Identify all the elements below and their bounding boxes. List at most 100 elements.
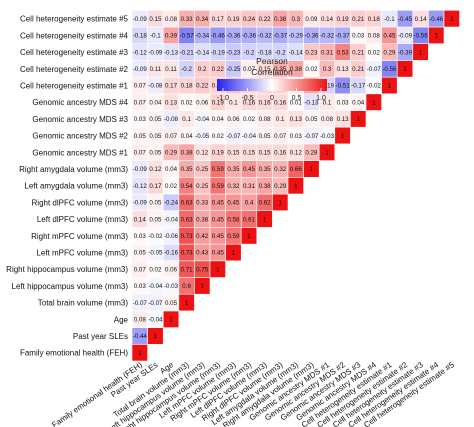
heatmap-cell-value: 0.06 bbox=[165, 266, 178, 273]
heatmap-cell-value: 0.16 bbox=[259, 99, 272, 106]
heatmap-cell-value: -0.32 bbox=[320, 33, 335, 40]
heatmap-cell-value: 0.11 bbox=[165, 66, 177, 73]
heatmap-cell-value: 0.54 bbox=[181, 183, 194, 190]
heatmap-cell-value: 0.45 bbox=[243, 166, 256, 173]
heatmap-cell-value: 0.21 bbox=[352, 16, 365, 23]
heatmap-cell-value: 0.4 bbox=[245, 200, 254, 207]
heatmap-cell-value: 0.6 bbox=[182, 283, 191, 290]
heatmap-cell-value: 1 bbox=[294, 183, 298, 190]
heatmap-cell-value: 0.39 bbox=[165, 33, 178, 40]
heatmap-cell-value: 0.07 bbox=[134, 149, 147, 156]
heatmap-cell-value: 0.59 bbox=[227, 233, 240, 240]
heatmap-cell-value: 0.38 bbox=[290, 66, 303, 73]
heatmap-cell-value: 0.06 bbox=[196, 99, 209, 106]
heatmap-cell-value: 1 bbox=[138, 350, 142, 357]
heatmap-cell-value: 0.32 bbox=[227, 183, 240, 190]
heatmap-cell-value: 0.18 bbox=[368, 16, 381, 23]
heatmap-cell-value: -0.32 bbox=[258, 33, 273, 40]
heatmap-cell-value: -0.02 bbox=[367, 83, 382, 90]
heatmap-cell-value: -0.07 bbox=[148, 300, 163, 307]
heatmap-cell-value: 0.38 bbox=[196, 216, 209, 223]
heatmap-cell-value: 0.1 bbox=[276, 116, 285, 123]
y-axis-label: Right mPFC volume (mm3) bbox=[31, 232, 128, 241]
heatmap-cell-value: 0.15 bbox=[227, 149, 240, 156]
heatmap-cell-value: -0.13 bbox=[304, 99, 319, 106]
heatmap-cell-value: -0.05 bbox=[148, 250, 163, 257]
heatmap-cell-value: 0.25 bbox=[196, 183, 209, 190]
heatmap-cell-value: 1 bbox=[169, 316, 173, 323]
heatmap-cell-value: 0.29 bbox=[165, 149, 178, 156]
heatmap-cell-value: -0.1 bbox=[150, 33, 161, 40]
heatmap-cell-value: 1 bbox=[356, 116, 360, 123]
heatmap-cell-value: -0.07 bbox=[133, 300, 148, 307]
heatmap-cell-value: 0.33 bbox=[196, 200, 209, 207]
y-axis-label: Right dlPFC volume (mm3) bbox=[32, 198, 129, 207]
heatmap-cell-value: 0.19 bbox=[212, 149, 225, 156]
y-axis-label: Cell heterogeneity estimate #3 bbox=[20, 48, 129, 57]
heatmap-cell-value: 0.02 bbox=[181, 99, 194, 106]
heatmap-cell-value: -0.17 bbox=[351, 83, 366, 90]
heatmap-cell-value: 0.13 bbox=[337, 116, 350, 123]
heatmap-cell-value: -0.37 bbox=[336, 33, 351, 40]
heatmap-cell-value: 0.07 bbox=[165, 133, 178, 140]
heatmap-cell-value: 0.35 bbox=[274, 66, 287, 73]
heatmap-cell-value: 1 bbox=[434, 33, 438, 40]
heatmap-cell-value: 0.53 bbox=[337, 49, 350, 56]
heatmap-cell-value: -0.19 bbox=[320, 83, 335, 90]
heatmap-cell-value: 0.13 bbox=[337, 66, 350, 73]
heatmap-cell-value: 0.73 bbox=[181, 233, 194, 240]
heatmap-cell-value: -0.03 bbox=[320, 133, 335, 140]
heatmap-cell-value: 1 bbox=[450, 16, 454, 23]
y-axis-label: Cell heterogeneity estimate #5 bbox=[20, 15, 129, 24]
heatmap-cell-value: 0.19 bbox=[212, 99, 225, 106]
heatmap-cell-value: 0.25 bbox=[196, 166, 209, 173]
heatmap-cell-value: -0.57 bbox=[180, 33, 195, 40]
heatmap-cell-value: 0.3 bbox=[323, 66, 332, 73]
heatmap-cell-value: -0.24 bbox=[164, 200, 179, 207]
heatmap-cell-value: -0.03 bbox=[164, 283, 179, 290]
heatmap-cell-value: 0.13 bbox=[290, 116, 303, 123]
heatmap-cell-value: 0.08 bbox=[134, 316, 147, 323]
heatmap-cell-value: -0.46 bbox=[211, 33, 226, 40]
heatmap-cell-value: 0.07 bbox=[243, 66, 256, 73]
heatmap-cell-value: 0.03 bbox=[290, 133, 303, 140]
heatmap-cell-value: 0.09 bbox=[305, 16, 318, 23]
heatmap-cell-value: -0.04 bbox=[164, 216, 179, 223]
heatmap-cell-value: 0.16 bbox=[274, 99, 287, 106]
heatmap-cell-value: 0.05 bbox=[134, 133, 147, 140]
heatmap-cell-value: 0.21 bbox=[352, 49, 365, 56]
heatmap-cell-value: 0.04 bbox=[181, 133, 194, 140]
heatmap-cell-value: -0.1 bbox=[384, 16, 395, 23]
heatmap-cell-value: 0.17 bbox=[212, 16, 225, 23]
heatmap-cell-value: 0.14 bbox=[321, 16, 334, 23]
heatmap-cell-value: -0.16 bbox=[164, 250, 179, 257]
heatmap-cell-value: 0.71 bbox=[181, 266, 194, 273]
heatmap-cell-value: 0.1 bbox=[182, 116, 191, 123]
heatmap-cell-value: 0.05 bbox=[149, 200, 162, 207]
legend-color-bar bbox=[217, 79, 327, 91]
heatmap-cell-value: 0.35 bbox=[181, 166, 194, 173]
heatmap-cell-value: 0.01 bbox=[290, 99, 303, 106]
color-legend: Pearson Correlation -1.0 -0.5 0 0.5 1.0 bbox=[217, 56, 327, 102]
y-axis-label: Cell heterogeneity estimate #2 bbox=[20, 65, 129, 74]
y-axis-label: Age bbox=[114, 315, 129, 324]
heatmap-cell-value: -0.09 bbox=[133, 66, 148, 73]
heatmap-cell-value: -0.39 bbox=[398, 49, 413, 56]
heatmap-cell-value: 0.32 bbox=[274, 166, 287, 173]
heatmap-cell-value: -0.45 bbox=[398, 16, 413, 23]
heatmap-cell-value: -0.09 bbox=[133, 16, 148, 23]
heatmap-cell-value: -0.09 bbox=[398, 33, 413, 40]
heatmap-cell-value: 0.15 bbox=[259, 66, 272, 73]
heatmap-cell-value: 0.1 bbox=[229, 99, 238, 106]
heatmap-cell bbox=[443, 10, 460, 28]
heatmap-cell-value: 0.63 bbox=[181, 200, 194, 207]
heatmap-cell-value: 0.18 bbox=[181, 83, 194, 90]
heatmap-cell-value: 0.3 bbox=[291, 16, 300, 23]
heatmap-cell-value: -0.36 bbox=[242, 33, 257, 40]
heatmap-cell-value: 0.05 bbox=[134, 250, 147, 257]
heatmap-cell-value: 0.1 bbox=[323, 99, 332, 106]
heatmap-cell-value: 0.22 bbox=[212, 66, 225, 73]
heatmap-cell-value: 0.03 bbox=[134, 233, 147, 240]
heatmap-cell-value: -0.21 bbox=[180, 49, 195, 56]
